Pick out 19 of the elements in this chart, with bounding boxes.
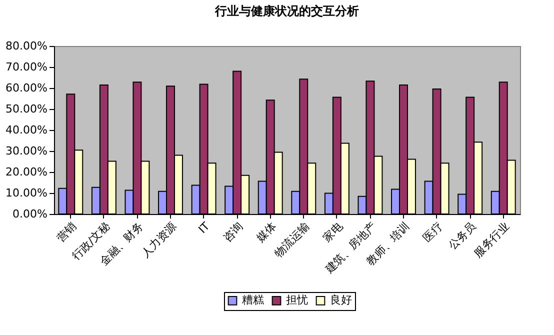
x-tick-label: IT bbox=[196, 220, 212, 236]
x-tick-label: 医疗 bbox=[420, 220, 446, 245]
x-tick-label: 媒体 bbox=[254, 220, 279, 245]
y-tick-label: 40.00% bbox=[6, 124, 48, 136]
y-tick-label: 80.00% bbox=[6, 40, 48, 52]
y-tick-label: 20.00% bbox=[6, 166, 48, 178]
chart-title: 行业与健康状况的交互分析 bbox=[214, 4, 359, 18]
x-tick-label: 咨询 bbox=[220, 220, 246, 245]
legend-label: 担忧 bbox=[286, 294, 308, 307]
legend-label: 良好 bbox=[330, 294, 352, 307]
x-tick-label: 营销 bbox=[54, 220, 80, 245]
y-tick-label: 30.00% bbox=[6, 144, 48, 158]
x-tick-label: 家电 bbox=[320, 220, 346, 245]
y-tick-label: 10.00% bbox=[6, 186, 48, 200]
y-tick-label: 50.00% bbox=[6, 102, 48, 116]
legend-label: 糟糕 bbox=[242, 294, 264, 307]
y-tick-label: 60.00% bbox=[6, 82, 48, 94]
y-tick-label: 70.00% bbox=[6, 60, 48, 74]
y-tick-label: 0.00% bbox=[12, 208, 48, 220]
